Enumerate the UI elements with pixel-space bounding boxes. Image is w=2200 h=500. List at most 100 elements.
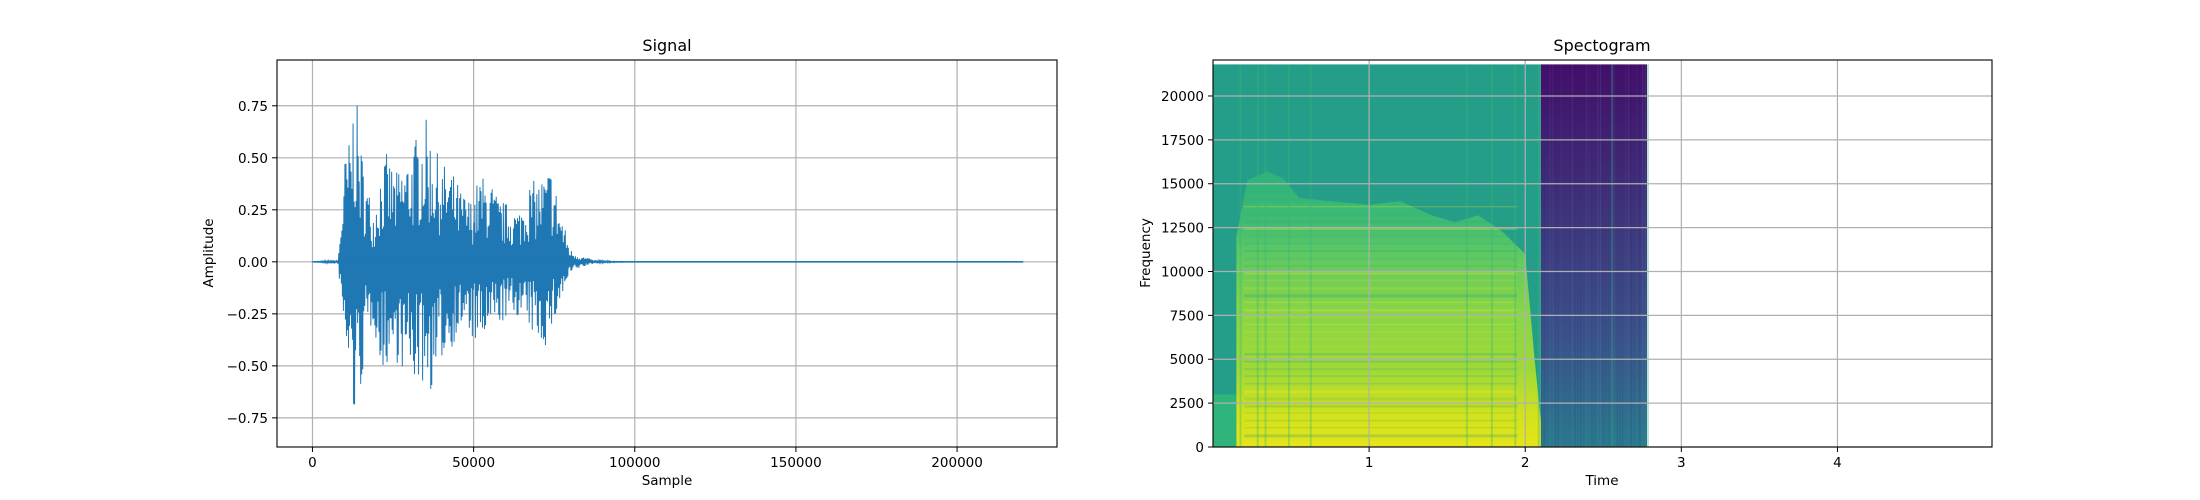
spectrogram-y-tick-label: 2500: [1170, 396, 1204, 412]
signal-y-label: Amplitude: [201, 218, 217, 287]
signal-x-tick-label: 100000: [609, 455, 661, 471]
signal-title: Signal: [642, 36, 691, 55]
spectrogram-x-label: Time: [1584, 473, 1618, 489]
spectrogram-harmonic-band: [1244, 419, 1518, 422]
spectrogram-low-band: [1213, 394, 1237, 447]
spectrogram-harmonic-band: [1244, 434, 1518, 438]
spectrogram-silence-stripe: [1616, 64, 1618, 447]
spectrogram-silence-stripe: [1602, 64, 1604, 447]
spectrogram-axes-frame: [1212, 59, 1993, 448]
spectrogram-harmonic-band: [1244, 426, 1518, 429]
signal-y-tick-label: 0.25: [238, 203, 268, 219]
spectrogram-vertical-band: [1611, 64, 1614, 447]
spectrogram-harmonic-band: [1244, 441, 1518, 445]
spectrogram-silence-stripe: [1608, 64, 1610, 447]
spectrogram-y-tick-label: 0: [1195, 440, 1204, 456]
spectrogram-x-tick-label: 3: [1677, 455, 1686, 471]
spectrogram-silence-stripe: [1580, 64, 1582, 447]
spectrogram-harmonic-band: [1244, 220, 1518, 224]
spectrogram-harmonic-band: [1244, 213, 1518, 217]
spectrogram-vertical-band: [1239, 64, 1242, 447]
spectrogram-x-tick-label: 1: [1365, 455, 1374, 471]
spectrogram-y-ticks: 0 2500 5000 7500 10000 12500 15000 17500 20000: [1161, 89, 1213, 456]
spectrogram-silence-stripe: [1599, 64, 1602, 447]
spectrogram-silence-stripe: [1540, 64, 1543, 447]
spectrogram-silence-stripe: [1588, 64, 1590, 447]
spectrogram-harmonic-band: [1244, 227, 1518, 230]
spectrogram-vertical-band: [1256, 64, 1259, 447]
spectrogram-speech-region: [1236, 171, 1541, 447]
spectrogram-x-tick-label: 4: [1833, 455, 1842, 471]
spectrogram-silence-stripe: [1625, 64, 1627, 447]
spectrogram-harmonic-band: [1244, 390, 1518, 394]
spectrogram-harmonic-band: [1244, 301, 1518, 303]
spectrogram-harmonic-band: [1244, 412, 1518, 414]
spectrogram-y-label: Frequency: [1138, 218, 1154, 288]
spectrogram-harmonic-band: [1244, 323, 1518, 326]
signal-x-tick-label: 150000: [770, 455, 822, 471]
signal-y-tick-label: −0.25: [227, 307, 268, 323]
spectrogram-vertical-bands: [1239, 64, 1649, 447]
spectrogram-harmonic-band: [1244, 331, 1518, 333]
spectrogram-y-tick-label: 17500: [1161, 133, 1204, 149]
signal-waveform: [312, 105, 1024, 405]
spectrogram-grid: [1213, 60, 1992, 448]
spectrogram-harmonic-band: [1244, 397, 1518, 401]
spectrogram-vertical-band: [1309, 64, 1312, 447]
spectrogram-silence-stripe: [1611, 64, 1613, 447]
spectrogram-texture: [1244, 191, 1518, 445]
spectrogram-vertical-band: [1537, 64, 1540, 447]
spectrogram-silence-stripe: [1639, 64, 1641, 447]
spectrogram-silence-stripe: [1549, 64, 1551, 447]
spectrogram-silence-stripe: [1613, 64, 1616, 447]
spectrogram-y-tick-label: 15000: [1161, 177, 1204, 193]
spectrogram-silence-stripes: [1540, 64, 1647, 447]
spectrogram-harmonic-band: [1244, 264, 1518, 268]
spectrogram-harmonic-band: [1244, 279, 1518, 282]
spectrogram-harmonic-band: [1244, 250, 1518, 253]
spectrogram-y-tick-label: 20000: [1161, 89, 1204, 105]
spectrogram-y-tick-label: 7500: [1170, 308, 1204, 324]
spectrogram-silence-stripe: [1605, 64, 1607, 447]
spectrogram-x-ticks: 1 2 3 4: [1365, 447, 1842, 471]
spectrogram-silence-stripe: [1644, 64, 1647, 447]
signal-y-tick-label: 0.75: [238, 99, 268, 115]
spectrogram-silence-stripe: [1591, 64, 1593, 447]
spectrogram-silence-stripe: [1557, 64, 1559, 447]
spectrogram-x-tick-label: 2: [1521, 455, 1530, 471]
spectrogram-harmonic-band: [1244, 368, 1518, 371]
signal-x-tick-label: 0: [308, 455, 317, 471]
spectrogram-harmonic-band: [1244, 353, 1518, 356]
signal-x-label: Sample: [642, 473, 693, 489]
spectrogram-silence-stripe: [1641, 64, 1644, 447]
spectrogram-silence-stripe: [1619, 64, 1621, 447]
spectrogram-title: Spectogram: [1553, 36, 1650, 55]
spectrogram-silence-stripe: [1574, 64, 1576, 447]
spectrogram-harmonic-band: [1244, 235, 1518, 238]
spectrogram-silence-stripe: [1543, 64, 1545, 447]
spectrogram-y-tick-label: 5000: [1170, 352, 1204, 368]
spectrogram-harmonic-band: [1244, 191, 1518, 193]
spectrogram-chart: 1 2 3 4 0 2500 5000 7500 10000 12500 15000 17500 20…: [1138, 36, 1993, 489]
spectrogram-silence-stripe: [1568, 64, 1571, 447]
spectrogram-harmonic-band: [1244, 205, 1518, 208]
signal-y-tick-label: −0.50: [227, 359, 268, 375]
signal-y-ticks: −0.75 −0.50 −0.25 0.00 0.25 0.50 0.75: [227, 99, 277, 427]
spectrogram-silence-stripe: [1554, 64, 1557, 447]
spectrogram-harmonic-band: [1244, 309, 1518, 312]
spectrogram-vertical-band: [1465, 64, 1468, 447]
spectrogram-vertical-band: [1264, 64, 1267, 447]
spectrogram-harmonic-band: [1244, 316, 1518, 319]
signal-y-tick-label: 0.00: [238, 255, 268, 271]
spectrogram-silence-stripe: [1636, 64, 1638, 447]
spectrogram-harmonic-band: [1244, 382, 1518, 385]
signal-y-tick-label: 0.50: [238, 151, 268, 167]
spectrogram-image: [1213, 64, 1649, 447]
spectrogram-silence-stripe: [1560, 64, 1562, 447]
signal-x-tick-label: 50000: [452, 455, 495, 471]
spectrogram-harmonic-band: [1244, 294, 1518, 298]
spectrogram-silence-stripe: [1571, 64, 1573, 447]
spectrogram-silence-stripe: [1594, 64, 1596, 447]
signal-chart: 0 50000 100000 150000 200000 −0.75 −0.50 −0.25…: [201, 36, 1058, 489]
